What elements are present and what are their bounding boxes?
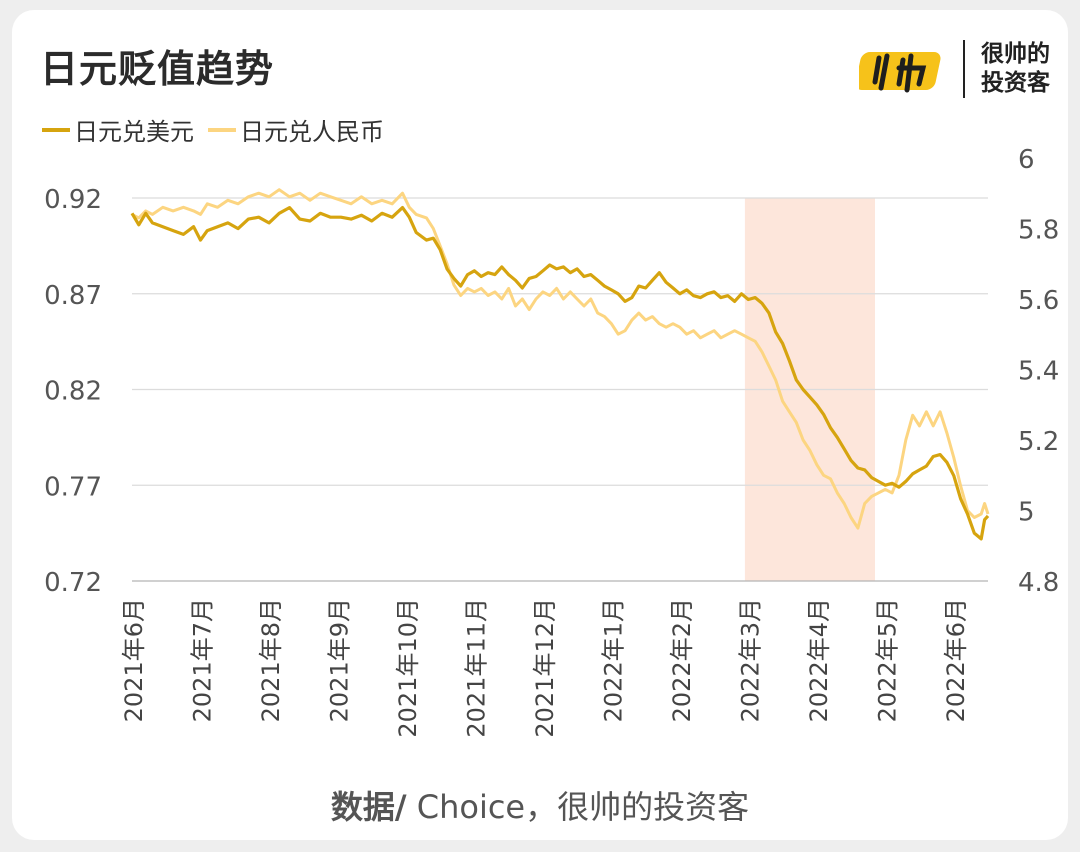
source-note: 数据/ Choice，很帅的投资客 [0, 782, 1080, 828]
brand-divider [963, 40, 965, 98]
x-tick-label: 2021年6月 [120, 598, 148, 722]
y-left-tick-label: 0.77 [44, 472, 102, 502]
y-left-tick-label: 0.82 [44, 377, 102, 407]
y-left-tick-label: 0.72 [44, 568, 102, 598]
source-text: Choice，很帅的投资客 [406, 788, 750, 826]
legend-label-usd: 日元兑美元 [74, 118, 194, 146]
x-tick-label: 2021年12月 [531, 598, 559, 738]
brand-line-2: 投资客 [981, 70, 1050, 96]
x-tick-label: 2021年9月 [325, 598, 353, 722]
chart-title: 日元贬值趋势 [40, 47, 275, 91]
y-right-tick-label: 5.2 [1018, 427, 1059, 457]
brand-logo: 很帅的 投资客 [859, 34, 1050, 104]
x-tick-label: 2022年4月 [805, 598, 833, 722]
y-left-tick-label: 0.87 [44, 281, 102, 311]
series-line-usd [130, 206, 990, 541]
x-tick-label: 2022年5月 [873, 598, 901, 722]
brand-text: 很帅的 投资客 [981, 40, 1050, 98]
y-right-tick-label: 4.8 [1018, 568, 1059, 598]
legend-swatch-usd [42, 127, 70, 132]
source-label: 数据/ [330, 788, 407, 826]
brand-line-1: 很帅的 [981, 41, 1050, 67]
legend-label-cny: 日元兑人民币 [240, 118, 384, 146]
legend-item-cny: 日元兑人民币 [208, 112, 384, 147]
y-left-tick-label: 0.92 [44, 185, 102, 215]
x-tick-label: 2022年1月 [599, 598, 627, 722]
x-tick-label: 2022年2月 [668, 598, 696, 722]
y-right-tick-label: 5 [1018, 498, 1035, 528]
legend-swatch-cny [208, 127, 236, 132]
y-right-tick-label: 5.4 [1018, 357, 1059, 387]
x-tick-label: 2022年3月 [736, 598, 764, 722]
chart-legend: 日元兑美元 日元兑人民币 [42, 112, 398, 147]
x-tick-label: 2021年11月 [462, 598, 490, 738]
x-tick-label: 2021年7月 [188, 598, 216, 722]
x-tick-label: 2021年10月 [394, 598, 422, 738]
series-line-cny [131, 188, 990, 530]
chart-card [12, 10, 1068, 840]
x-tick-label: 2021年8月 [257, 598, 285, 722]
x-tick-label: 2022年6月 [942, 598, 970, 722]
y-right-tick-label: 6 [1018, 145, 1035, 175]
y-right-tick-label: 5.6 [1018, 286, 1059, 316]
legend-item-usd: 日元兑美元 [42, 112, 194, 147]
y-right-tick-label: 5.8 [1018, 216, 1059, 246]
brand-mark-icon [859, 52, 941, 93]
